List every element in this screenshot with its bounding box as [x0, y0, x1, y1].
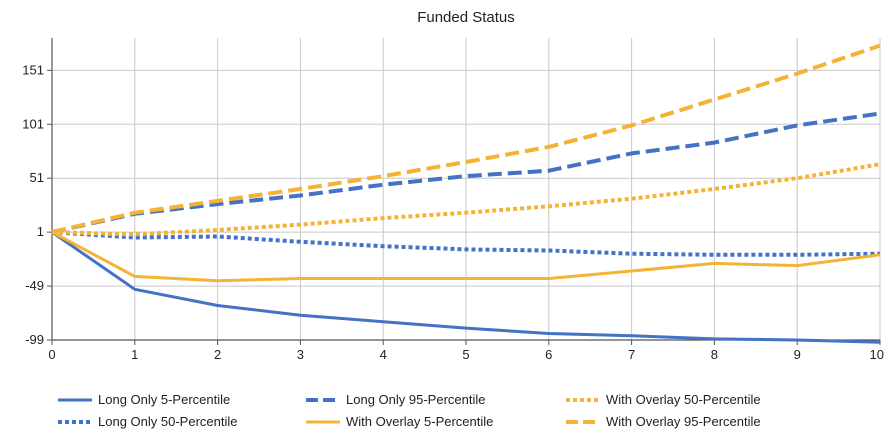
grid-lines: [52, 38, 880, 340]
y-tick-label: 1: [37, 224, 44, 239]
x-tick-label: 8: [711, 347, 718, 362]
y-tick-label: 101: [22, 116, 44, 131]
x-tick-labels: 0 1 2 3 4 5 6 7 8 9 10: [48, 340, 884, 362]
legend-label: Long Only 50-Percentile: [98, 414, 237, 429]
x-tick-label: 10: [870, 347, 884, 362]
legend-label: With Overlay 50-Percentile: [606, 392, 761, 407]
x-tick-label: 4: [380, 347, 387, 362]
x-tick-label: 9: [794, 347, 801, 362]
y-tick-label: -49: [25, 278, 44, 293]
y-tick-label: -99: [25, 332, 44, 347]
chart-title: Funded Status: [417, 9, 515, 26]
x-tick-label: 0: [48, 347, 55, 362]
y-tick-labels: 151 101 51 1 -49 -99: [22, 62, 52, 347]
x-tick-label: 1: [131, 347, 138, 362]
legend: Long Only 5-Percentile Long Only 50-Perce…: [58, 392, 761, 429]
y-tick-label: 151: [22, 62, 44, 77]
x-tick-label: 2: [214, 347, 221, 362]
legend-label: Long Only 5-Percentile: [98, 392, 230, 407]
x-tick-label: 6: [545, 347, 552, 362]
legend-label: With Overlay 5-Percentile: [346, 414, 493, 429]
x-tick-label: 5: [462, 347, 469, 362]
legend-label: With Overlay 95-Percentile: [606, 414, 761, 429]
y-tick-label: 51: [30, 170, 44, 185]
x-tick-label: 7: [628, 347, 635, 362]
legend-label: Long Only 95-Percentile: [346, 392, 485, 407]
x-tick-label: 3: [297, 347, 304, 362]
